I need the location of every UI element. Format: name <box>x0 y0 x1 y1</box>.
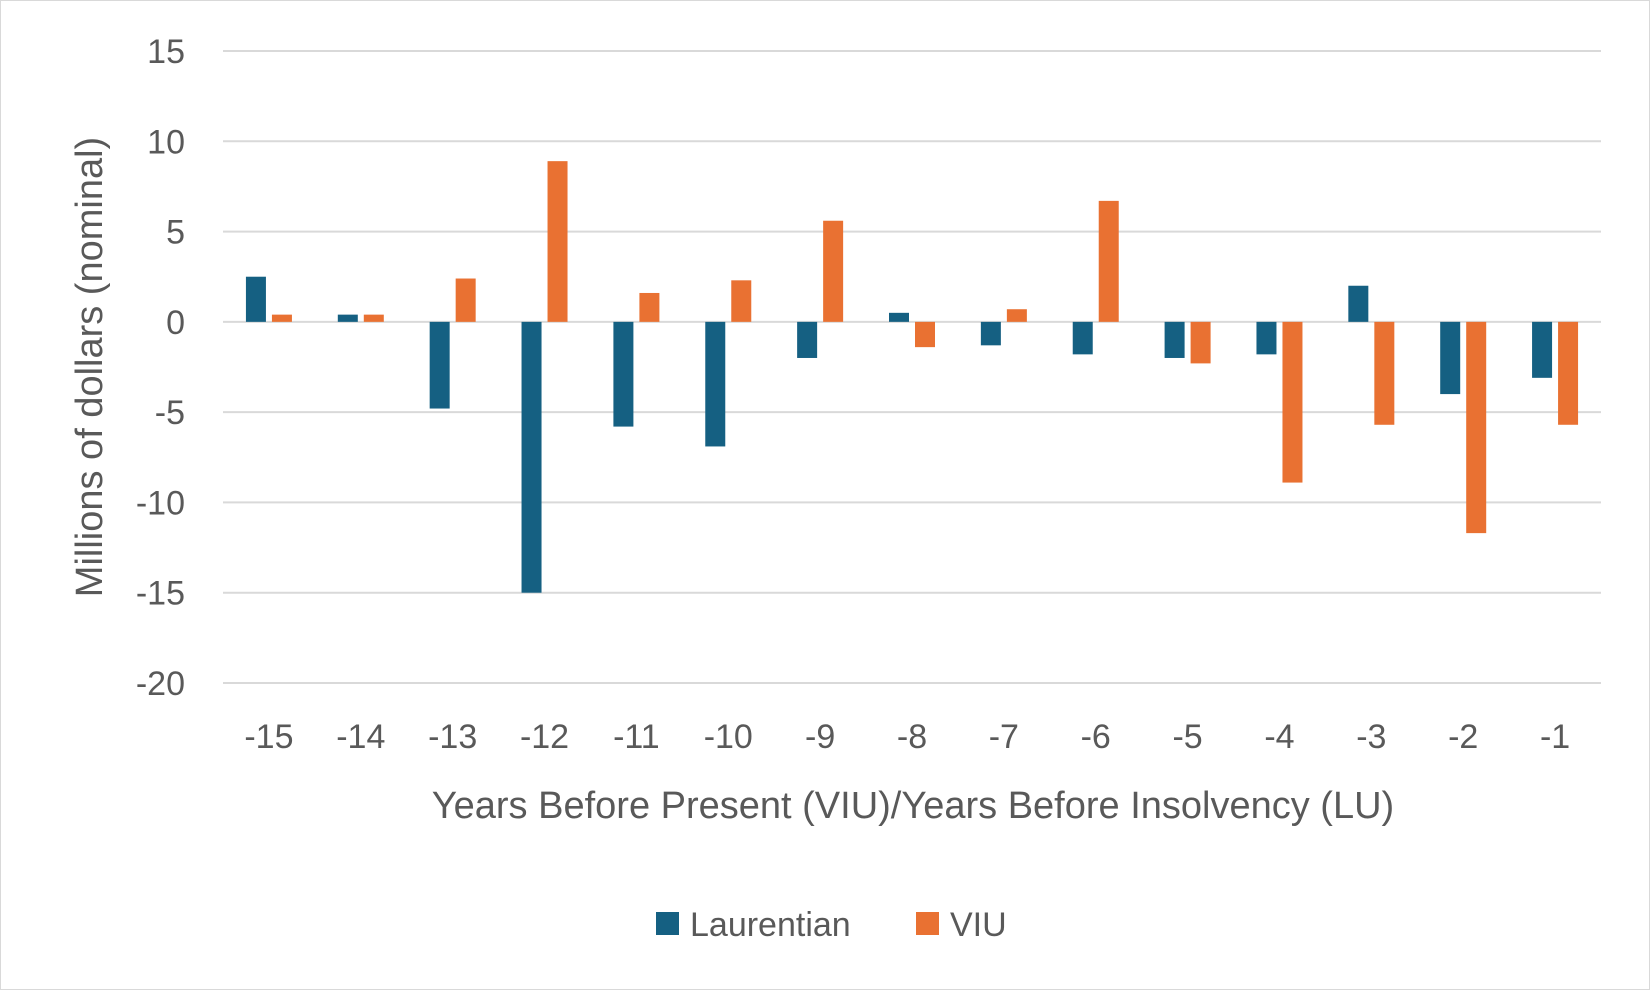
bar-laurentian--14 <box>337 314 358 322</box>
legend-label-laurentian: Laurentian <box>690 906 851 944</box>
x-tick-label: -4 <box>1264 718 1294 756</box>
bar-laurentian--15 <box>245 276 266 322</box>
bar-viu--3 <box>1374 321 1395 425</box>
gridlines <box>223 50 1601 684</box>
bar-viu--12 <box>547 161 568 322</box>
bar-viu--5 <box>1190 321 1211 364</box>
x-tick-label: -6 <box>1081 718 1111 756</box>
x-tick-label: -9 <box>805 718 835 756</box>
bar-viu--7 <box>1006 309 1027 322</box>
y-tick-label: -10 <box>136 484 185 522</box>
x-tick-label: -11 <box>613 718 660 756</box>
y-tick-label: 5 <box>166 214 185 252</box>
y-tick-label: 0 <box>166 304 185 342</box>
bar-viu--1 <box>1558 321 1579 425</box>
x-axis-title: Years Before Present (VIU)/Years Before … <box>432 785 1394 827</box>
y-tick-label: -15 <box>136 575 185 613</box>
bar-laurentian--7 <box>980 321 1001 346</box>
legend-label-viu: VIU <box>950 906 1007 944</box>
bar-laurentian--4 <box>1256 321 1277 355</box>
bar-viu--11 <box>639 292 660 322</box>
y-tick-label: 10 <box>147 123 185 161</box>
bar-viu--6 <box>1098 200 1119 322</box>
bar-laurentian--5 <box>1164 321 1185 358</box>
bar-laurentian--6 <box>1072 321 1093 355</box>
x-tick-label: -5 <box>1172 718 1202 756</box>
legend-swatch-laurentian <box>656 912 679 935</box>
x-tick-label: -10 <box>704 718 753 756</box>
y-axis-tick-labels: 15 10 5 0 -5 -10 -15 -20 <box>136 33 185 703</box>
x-tick-label: -2 <box>1448 718 1478 756</box>
x-tick-label: -3 <box>1356 718 1386 756</box>
bar-laurentian--2 <box>1440 321 1461 395</box>
y-axis-title: Millions of dollars (nominal) <box>69 137 111 597</box>
bar-viu--8 <box>915 321 935 348</box>
x-tick-label: -7 <box>989 718 1019 756</box>
bar-viu--2 <box>1466 321 1487 534</box>
bar-laurentian--8 <box>889 312 909 322</box>
bar-laurentian--10 <box>705 321 726 447</box>
x-tick-label: -12 <box>520 718 569 756</box>
bar-laurentian--9 <box>797 321 818 358</box>
y-tick-label: 15 <box>147 33 185 71</box>
x-tick-label: -13 <box>428 718 477 756</box>
bar-laurentian--11 <box>613 321 634 427</box>
bar-viu--4 <box>1282 321 1303 483</box>
bar-viu--9 <box>823 220 844 322</box>
x-axis-tick-labels: -15 -14 -13 -12 -11 -10 -9 -8 -7 -6 -5 -4 -3 -2 -1 <box>244 718 1570 756</box>
bar-viu--14 <box>363 314 384 322</box>
x-tick-label: -1 <box>1540 718 1570 756</box>
bar-viu--10 <box>731 280 752 322</box>
x-tick-label: -8 <box>897 718 927 756</box>
bar-laurentian--3 <box>1348 285 1369 322</box>
bar-laurentian--1 <box>1532 321 1553 378</box>
legend: Laurentian VIU <box>656 906 1007 944</box>
x-tick-label: -15 <box>244 718 293 756</box>
x-tick-label: -14 <box>336 718 385 756</box>
bar-laurentian--12 <box>521 321 542 593</box>
bar-viu--15 <box>271 314 292 322</box>
legend-swatch-viu <box>916 912 939 935</box>
bars <box>245 161 1579 593</box>
bar-laurentian--13 <box>429 321 450 409</box>
bar-viu--13 <box>455 278 476 322</box>
y-tick-label: -20 <box>136 665 185 703</box>
y-tick-label: -5 <box>155 394 185 432</box>
